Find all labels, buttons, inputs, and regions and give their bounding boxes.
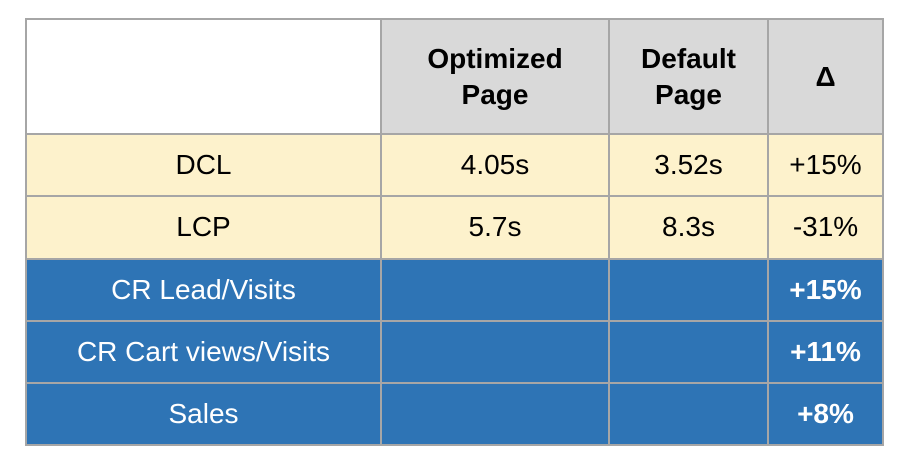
header-optimized-page: Optimized Page xyxy=(380,17,610,136)
row-label-cell: DCL xyxy=(25,133,382,198)
table-row-cr-lead-visits: CR Lead/Visits +15% xyxy=(25,257,884,322)
delta-value-cell: +15% xyxy=(767,133,884,198)
default-value-cell: 8.3s xyxy=(608,195,769,260)
optimized-value-cell xyxy=(380,319,610,384)
default-value-cell xyxy=(608,381,769,447)
optimized-value-cell xyxy=(380,257,610,322)
header-corner-cell xyxy=(25,17,382,136)
header-default-page: Default Page xyxy=(608,17,769,136)
delta-value-cell: -31% xyxy=(767,195,884,260)
row-label-cell: Sales xyxy=(25,381,382,447)
row-label-cell: CR Lead/Visits xyxy=(25,257,382,322)
comparison-table: Optimized Page Default Page Δ DCL 4.05s … xyxy=(25,17,884,447)
delta-value-cell: +8% xyxy=(767,381,884,447)
table-row-dcl: DCL 4.05s 3.52s +15% xyxy=(25,133,884,198)
table-header-row: Optimized Page Default Page Δ xyxy=(25,17,884,136)
optimized-value-cell xyxy=(380,381,610,447)
default-value-cell xyxy=(608,257,769,322)
row-label-cell: CR Cart views/Visits xyxy=(25,319,382,384)
header-delta: Δ xyxy=(767,17,884,136)
default-value-cell xyxy=(608,319,769,384)
optimized-value-cell: 4.05s xyxy=(380,133,610,198)
delta-value-cell: +11% xyxy=(767,319,884,384)
default-value-cell: 3.52s xyxy=(608,133,769,198)
table-row-sales: Sales +8% xyxy=(25,381,884,447)
row-label-cell: LCP xyxy=(25,195,382,260)
delta-value-cell: +15% xyxy=(767,257,884,322)
table-row-cr-cart-views-visits: CR Cart views/Visits +11% xyxy=(25,319,884,384)
optimized-value-cell: 5.7s xyxy=(380,195,610,260)
table-row-lcp: LCP 5.7s 8.3s -31% xyxy=(25,195,884,260)
